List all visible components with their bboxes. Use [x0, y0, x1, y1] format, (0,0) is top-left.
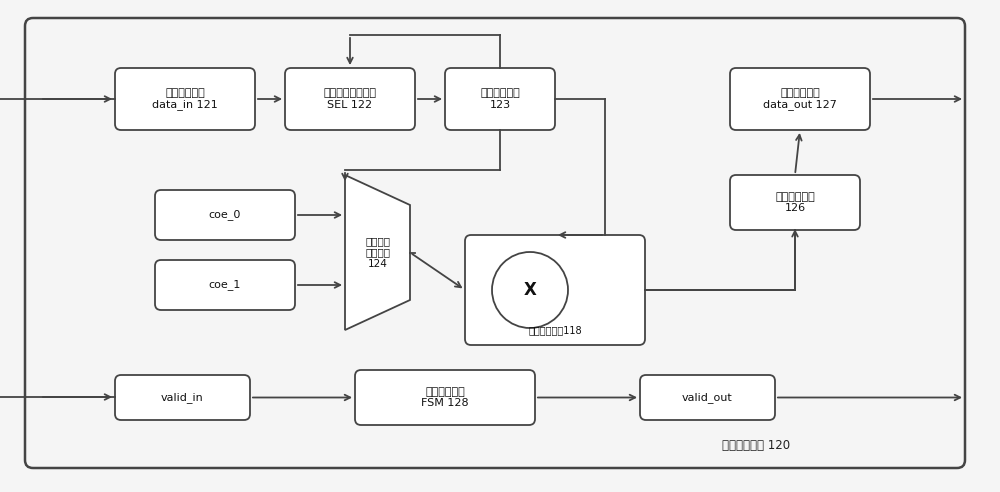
- FancyBboxPatch shape: [445, 68, 555, 130]
- Text: coe_0: coe_0: [209, 210, 241, 220]
- FancyBboxPatch shape: [155, 190, 295, 240]
- Text: 第二参数
选择模块
124: 第二参数 选择模块 124: [365, 236, 390, 269]
- Text: 第一参数选择模块
SEL 122: 第一参数选择模块 SEL 122: [324, 88, 376, 110]
- FancyBboxPatch shape: [25, 18, 965, 468]
- Polygon shape: [345, 175, 410, 330]
- FancyBboxPatch shape: [115, 68, 255, 130]
- Text: 除法运算单元 120: 除法运算单元 120: [722, 439, 790, 452]
- Text: valid_in: valid_in: [161, 392, 204, 403]
- Text: 数据输入模块
data_in 121: 数据输入模块 data_in 121: [152, 88, 218, 110]
- FancyBboxPatch shape: [730, 68, 870, 130]
- Text: 第一移位模块
123: 第一移位模块 123: [480, 88, 520, 110]
- FancyBboxPatch shape: [640, 375, 775, 420]
- FancyBboxPatch shape: [730, 175, 860, 230]
- Text: valid_out: valid_out: [682, 392, 733, 403]
- FancyBboxPatch shape: [155, 260, 295, 310]
- FancyBboxPatch shape: [465, 235, 645, 345]
- Text: 乘法运算模块118: 乘法运算模块118: [528, 325, 582, 335]
- Text: coe_1: coe_1: [209, 279, 241, 290]
- Text: 运算控制模块
FSM 128: 运算控制模块 FSM 128: [421, 387, 469, 408]
- Text: X: X: [524, 281, 536, 299]
- Text: 结果输出模块
data_out 127: 结果输出模块 data_out 127: [763, 88, 837, 110]
- FancyBboxPatch shape: [115, 375, 250, 420]
- FancyBboxPatch shape: [285, 68, 415, 130]
- Text: 第二移位模块
126: 第二移位模块 126: [775, 192, 815, 214]
- FancyBboxPatch shape: [355, 370, 535, 425]
